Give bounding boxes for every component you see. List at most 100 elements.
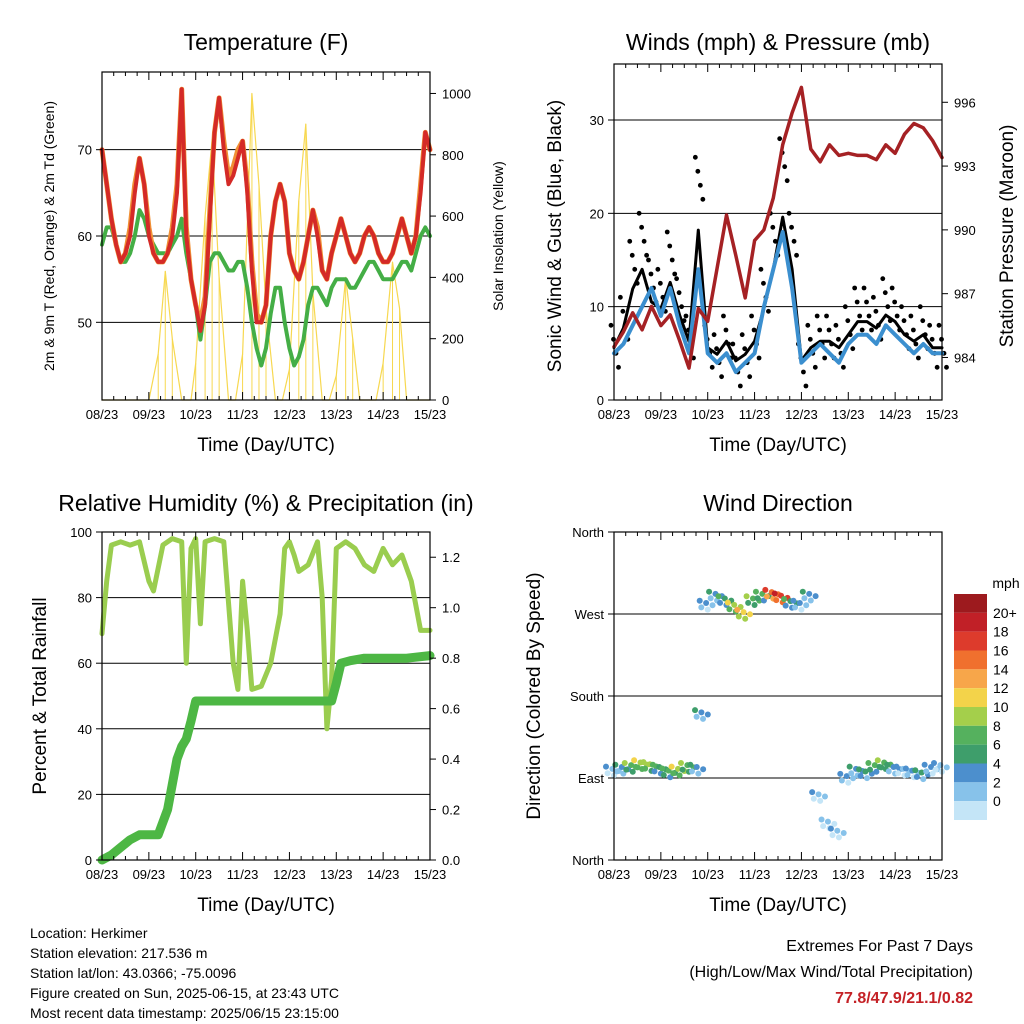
gust-point <box>864 299 869 305</box>
direction-point <box>904 772 911 779</box>
gust-point <box>644 252 650 258</box>
gust-point <box>786 210 792 216</box>
y-tick-label: 30 <box>590 113 604 128</box>
direction-point <box>782 602 789 609</box>
direction-point <box>817 797 824 804</box>
y-tick-label: 20 <box>590 206 604 221</box>
colorbar-label: 10 <box>993 699 1009 715</box>
extremes-title: Extremes For Past 7 Days <box>786 938 973 955</box>
gust-point <box>723 327 729 333</box>
x-tick-label: 12/23 <box>785 867 818 882</box>
gust-point <box>655 266 661 272</box>
direction-point <box>740 609 747 616</box>
station-latlon: Station lat/lon: 43.0366; -75.0096 <box>30 965 237 981</box>
direction-point <box>698 709 705 716</box>
direction-point <box>913 773 920 780</box>
gust-point <box>861 285 867 291</box>
gust-point <box>632 266 638 272</box>
colorbar-label: 2 <box>993 774 1001 790</box>
gust-point <box>899 304 904 310</box>
direction-point <box>604 770 611 777</box>
gust-point <box>822 355 828 361</box>
direction-point <box>612 761 619 768</box>
gust-point <box>608 322 614 328</box>
direction-point <box>920 776 927 783</box>
y-right-tick-label: 1.0 <box>442 601 460 616</box>
gust-point <box>641 238 647 244</box>
direction-point <box>943 764 950 771</box>
gust-point <box>739 332 745 338</box>
gust-point <box>812 364 818 370</box>
direction-point <box>931 759 937 766</box>
direction-point <box>921 761 928 768</box>
direction-point <box>629 768 636 775</box>
direction-point <box>773 597 780 604</box>
direction-point <box>838 777 845 784</box>
gust-point <box>880 276 886 282</box>
gust-point <box>695 168 701 174</box>
direction-point <box>827 825 834 832</box>
y-right-tick-label: 200 <box>442 332 464 347</box>
direction-point <box>923 768 930 775</box>
y-right-tick-label: 0.0 <box>442 853 460 868</box>
gust-point <box>871 294 876 300</box>
direction-point <box>763 593 770 600</box>
direction-point <box>798 606 805 613</box>
direction-point <box>809 789 816 796</box>
colorbar: mph 20+ 18 16 14 12 10 8 6 4 2 0 <box>954 575 1020 820</box>
series-precipitation <box>97 651 435 865</box>
x-tick-label: 14/23 <box>879 867 912 882</box>
gust-point <box>854 299 860 305</box>
direction-point <box>623 766 630 773</box>
y-tick-label: East <box>578 771 604 786</box>
x-tick-label: 08/23 <box>598 407 631 422</box>
direction-point <box>603 763 609 770</box>
panel-title: Winds (mph) & Pressure (mb) <box>626 29 930 55</box>
direction-point <box>621 759 628 766</box>
direction-point <box>676 772 683 779</box>
gust-point <box>629 252 635 258</box>
gust-point <box>674 276 679 282</box>
y-tick-label: 0 <box>85 853 92 868</box>
direction-point <box>876 763 883 770</box>
direction-point <box>856 766 863 773</box>
direction-point <box>715 593 722 600</box>
gust-point <box>758 266 764 272</box>
gust-point <box>777 136 783 142</box>
direction-point <box>771 590 778 597</box>
direction-point <box>693 764 700 770</box>
direction-point <box>835 834 842 841</box>
extremes-subtitle: (High/Low/Max Wind/Total Precipitation) <box>689 964 973 981</box>
x-tick-label: 08/23 <box>598 867 631 882</box>
gust-point <box>737 383 743 389</box>
x-tick-label: 15/23 <box>926 407 959 422</box>
gust-point <box>892 299 898 305</box>
direction-point <box>873 768 880 775</box>
series-temp-2m <box>100 87 432 333</box>
y-tick-label: South <box>570 689 604 704</box>
gust-point <box>944 364 949 370</box>
station-location: Location: Herkimer <box>30 925 148 941</box>
direction-point <box>829 832 836 839</box>
x-axis-label: Time (Day/UTC) <box>709 435 847 456</box>
series-dewpoint <box>100 208 432 368</box>
colorbar-swatch <box>954 707 987 726</box>
gust-point <box>852 285 858 291</box>
direction-point <box>799 588 806 595</box>
colorbar-swatch <box>954 801 987 820</box>
direction-point <box>700 715 707 722</box>
direction-point <box>670 770 677 777</box>
gust-point <box>676 290 682 296</box>
direction-point <box>700 766 707 773</box>
panel-title: Wind Direction <box>703 490 853 516</box>
x-tick-label: 11/23 <box>739 407 771 422</box>
direction-point <box>821 793 828 800</box>
gust-point <box>934 364 940 370</box>
y-tick-label: North <box>572 853 604 868</box>
colorbar-swatch <box>954 631 987 651</box>
direction-point <box>840 829 847 836</box>
direction-point <box>706 588 713 595</box>
gust-point <box>749 313 754 319</box>
gust-point <box>730 341 736 347</box>
